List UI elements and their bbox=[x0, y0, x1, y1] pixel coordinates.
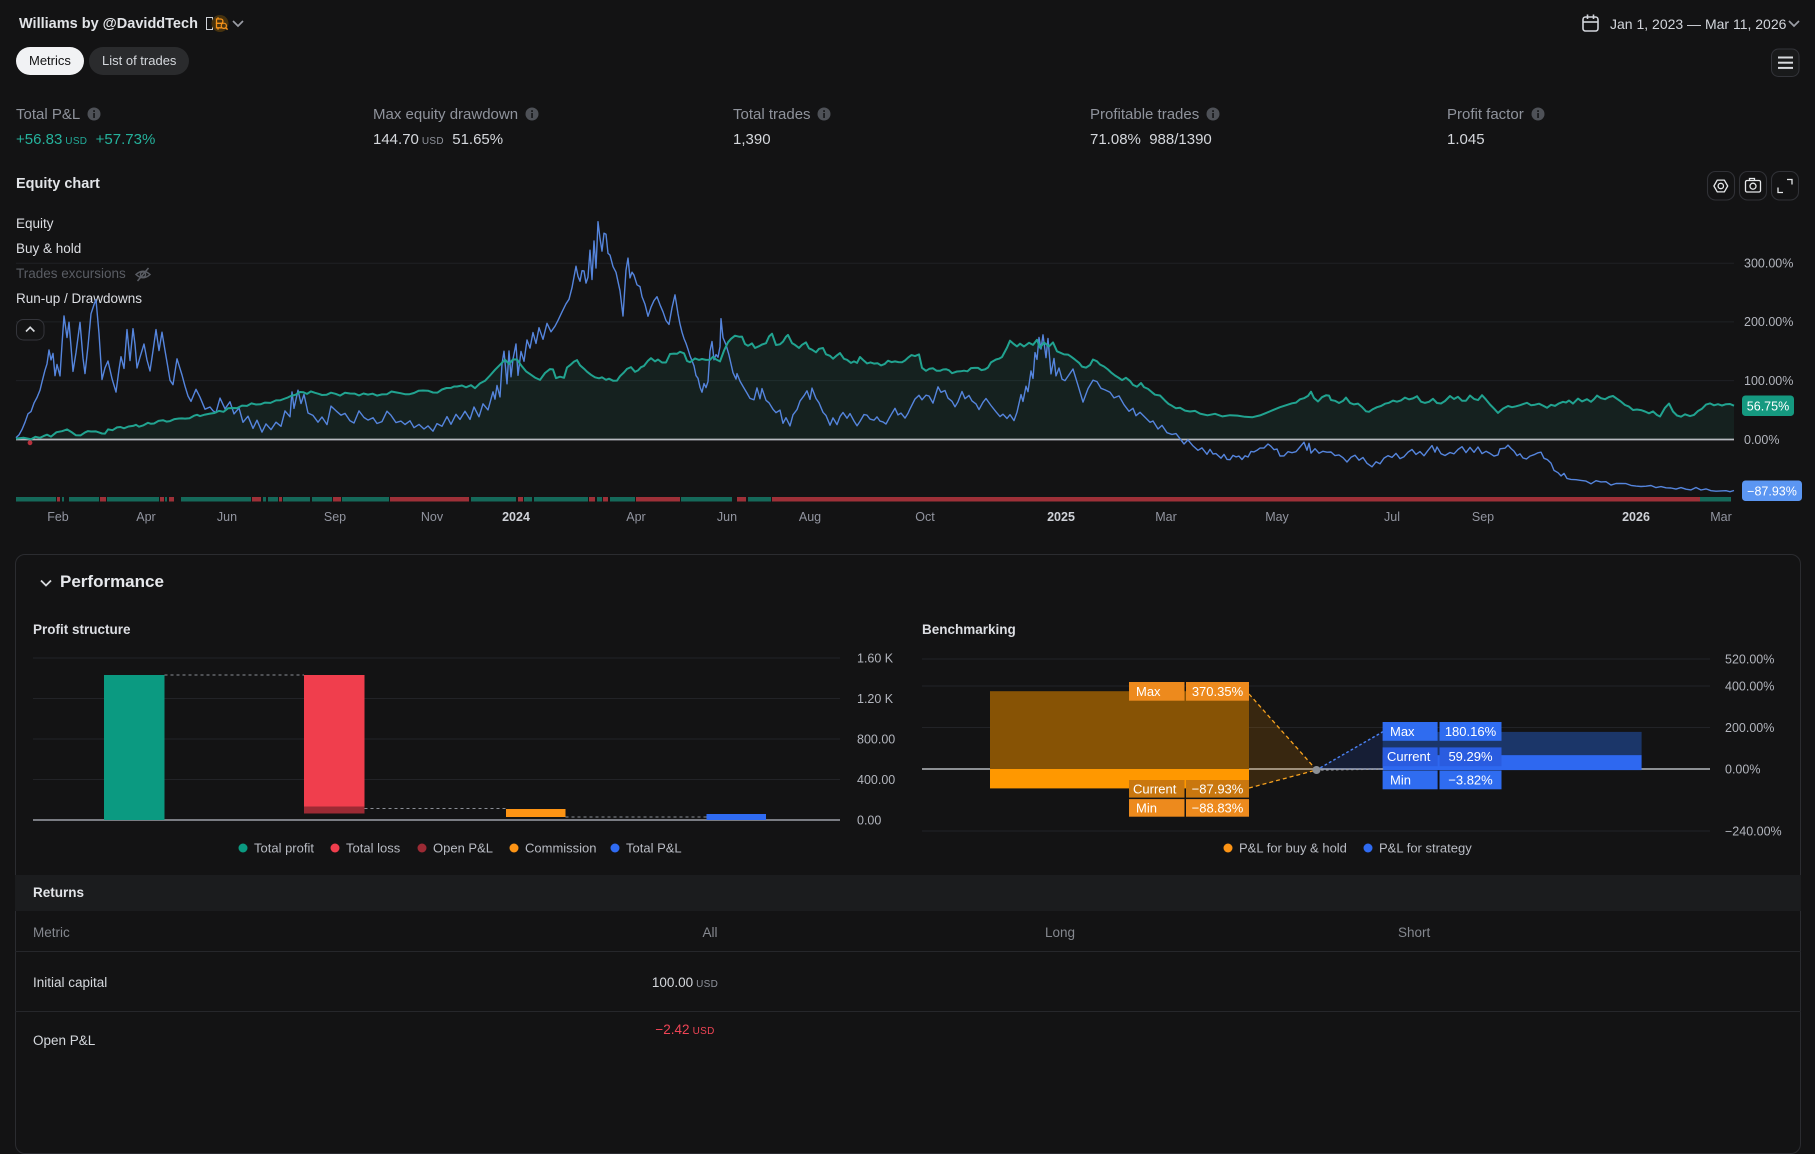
svg-text:Max: Max bbox=[1136, 684, 1161, 699]
svg-text:200.00%: 200.00% bbox=[1725, 721, 1774, 735]
svg-text:Sep: Sep bbox=[1472, 510, 1494, 524]
svg-text:2024: 2024 bbox=[502, 510, 530, 524]
svg-text:Jul: Jul bbox=[1384, 510, 1400, 524]
svg-text:0.00%: 0.00% bbox=[1744, 433, 1779, 447]
svg-text:2025: 2025 bbox=[1047, 510, 1075, 524]
svg-text:−3.82%: −3.82% bbox=[1448, 772, 1493, 787]
svg-text:1.20 K: 1.20 K bbox=[857, 692, 894, 706]
svg-text:100.00%: 100.00% bbox=[1744, 374, 1793, 388]
svg-text:0.00: 0.00 bbox=[857, 814, 881, 828]
svg-text:Mar: Mar bbox=[1155, 510, 1177, 524]
svg-text:Apr: Apr bbox=[626, 510, 645, 524]
svg-text:Feb: Feb bbox=[47, 510, 69, 524]
svg-text:Total P&L: Total P&L bbox=[626, 841, 682, 856]
svg-text:Current: Current bbox=[1387, 749, 1431, 764]
svg-text:−87.93%: −87.93% bbox=[1192, 781, 1244, 796]
svg-text:Open P&L: Open P&L bbox=[433, 841, 493, 856]
svg-text:−87.93%: −87.93% bbox=[1747, 484, 1797, 498]
svg-text:400.00%: 400.00% bbox=[1725, 680, 1774, 694]
svg-text:P&L for buy & hold: P&L for buy & hold bbox=[1239, 841, 1347, 856]
svg-text:P&L for strategy: P&L for strategy bbox=[1379, 841, 1472, 856]
svg-text:800.00: 800.00 bbox=[857, 733, 895, 747]
svg-text:Total loss: Total loss bbox=[346, 841, 401, 856]
svg-text:Apr: Apr bbox=[136, 510, 155, 524]
svg-text:59.29%: 59.29% bbox=[1448, 749, 1493, 764]
svg-text:Total profit: Total profit bbox=[254, 841, 314, 856]
svg-text:May: May bbox=[1265, 510, 1289, 524]
svg-text:Nov: Nov bbox=[421, 510, 444, 524]
svg-text:Oct: Oct bbox=[915, 510, 935, 524]
svg-text:−240.00%: −240.00% bbox=[1725, 825, 1782, 839]
svg-text:Sep: Sep bbox=[324, 510, 346, 524]
svg-text:0.00%: 0.00% bbox=[1725, 763, 1760, 777]
svg-text:Aug: Aug bbox=[799, 510, 821, 524]
svg-text:400.00: 400.00 bbox=[857, 773, 895, 787]
svg-text:370.35%: 370.35% bbox=[1192, 684, 1244, 699]
svg-text:Min: Min bbox=[1390, 772, 1411, 787]
svg-text:Commission: Commission bbox=[525, 841, 597, 856]
svg-text:1.60 K: 1.60 K bbox=[857, 652, 894, 666]
svg-text:−88.83%: −88.83% bbox=[1192, 801, 1244, 816]
svg-text:Current: Current bbox=[1133, 781, 1177, 796]
svg-text:Jun: Jun bbox=[717, 510, 737, 524]
svg-text:300.00%: 300.00% bbox=[1744, 257, 1793, 271]
svg-text:Jun: Jun bbox=[217, 510, 237, 524]
svg-text:Mar: Mar bbox=[1710, 510, 1732, 524]
svg-text:200.00%: 200.00% bbox=[1744, 315, 1793, 329]
svg-text:180.16%: 180.16% bbox=[1445, 724, 1497, 739]
svg-text:Min: Min bbox=[1136, 801, 1157, 816]
svg-text:520.00%: 520.00% bbox=[1725, 653, 1774, 667]
svg-text:56.75%: 56.75% bbox=[1747, 399, 1789, 413]
svg-text:2026: 2026 bbox=[1622, 510, 1650, 524]
svg-text:Max: Max bbox=[1390, 724, 1415, 739]
